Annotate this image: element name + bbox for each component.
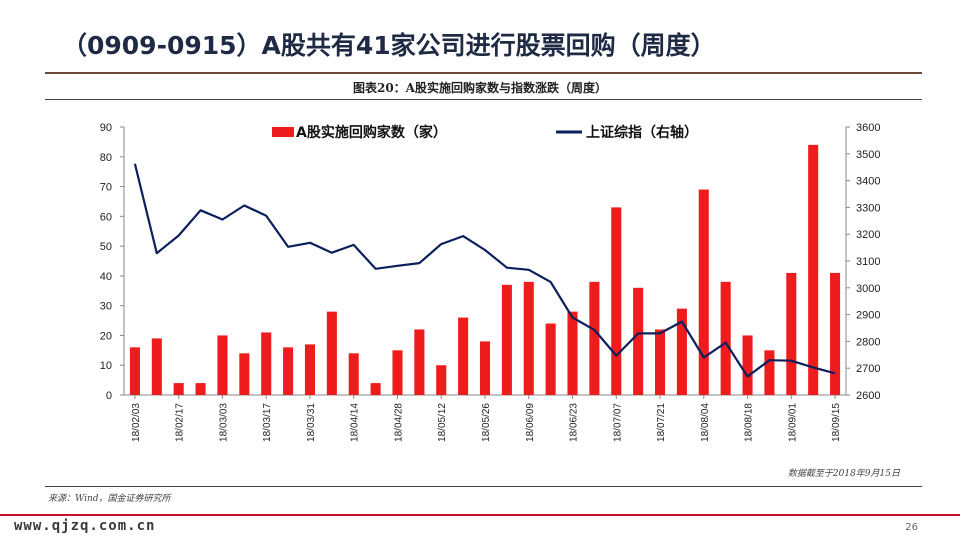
source-divider <box>45 486 922 487</box>
y-right-tick-label: 3300 <box>856 202 880 214</box>
bar <box>261 332 272 395</box>
bar <box>304 344 316 395</box>
bar <box>129 347 140 395</box>
x-tick-label: 18/04/14 <box>350 403 361 442</box>
y-left-tick-label: 70 <box>100 182 112 194</box>
x-tick-label: 18/02/03 <box>131 403 142 442</box>
index-line <box>133 163 836 378</box>
y-left-tick-label: 20 <box>100 330 112 342</box>
bar <box>348 353 359 395</box>
bar <box>436 365 447 395</box>
bar <box>611 207 622 395</box>
y-left-tick-label: 50 <box>100 241 112 253</box>
x-tick-label: 18/06/23 <box>569 403 580 442</box>
bar <box>392 350 403 395</box>
y-left-tick-label: 30 <box>100 301 112 313</box>
bar <box>786 272 797 395</box>
x-tick-label: 18/02/17 <box>175 403 186 442</box>
y-right-tick-label: 2900 <box>856 310 880 322</box>
x-tick-label: 18/09/01 <box>787 403 798 442</box>
y-right-tick-label: 3600 <box>856 122 880 134</box>
legend-bar-label: A股实施回购家数（家） <box>296 124 447 141</box>
data-cutoff-note: 数据截至于2018年9月15日 <box>787 469 900 479</box>
y-left-tick-label: 80 <box>100 152 112 164</box>
watermark: www.qjzq.com.cn <box>14 518 156 534</box>
y-right-tick-label: 3200 <box>856 229 880 241</box>
bar <box>589 281 600 395</box>
legend-line-label: 上证综指（右轴） <box>586 124 698 141</box>
y-left-tick-label: 90 <box>100 122 112 134</box>
bar <box>676 308 687 395</box>
source-note: 来源：Wind，国金证券研究所 <box>48 494 171 504</box>
x-tick-label: 18/06/09 <box>525 403 536 442</box>
bar <box>151 338 162 395</box>
bar <box>830 272 841 395</box>
bar <box>370 383 381 395</box>
bar <box>239 353 250 395</box>
legend-bar-swatch <box>272 127 294 137</box>
bar <box>742 335 753 395</box>
bar <box>808 144 819 395</box>
bar <box>523 281 534 395</box>
y-right-tick-label: 3100 <box>856 256 880 268</box>
x-tick-label: 18/03/17 <box>262 403 273 442</box>
y-right-tick-label: 3400 <box>856 176 880 188</box>
page-number: 26 <box>905 522 918 533</box>
bar <box>414 329 425 395</box>
x-tick-label: 18/07/07 <box>612 403 623 442</box>
bar <box>545 323 556 395</box>
x-tick-label: 18/08/04 <box>700 403 711 442</box>
x-tick-label: 18/03/31 <box>306 403 317 442</box>
bar <box>326 311 337 395</box>
bar <box>501 284 512 395</box>
chart-title: 图表20：A股实施回购家数与指数涨跌（周度） <box>352 81 607 95</box>
y-left-tick-label: 0 <box>106 390 112 402</box>
bar <box>458 317 469 395</box>
bar <box>654 329 666 395</box>
y-right-tick-label: 2800 <box>856 336 880 348</box>
x-tick-label: 18/04/28 <box>393 403 404 442</box>
bar <box>173 383 184 395</box>
bar <box>633 287 644 395</box>
bar <box>720 281 731 395</box>
bar <box>698 189 709 395</box>
footer-rule <box>0 514 960 516</box>
bar <box>567 311 578 395</box>
x-tick-label: 18/05/12 <box>437 403 448 442</box>
y-right-tick-label: 2700 <box>856 363 880 375</box>
y-right-tick-label: 3000 <box>856 283 880 295</box>
title-divider <box>45 72 922 74</box>
y-left-tick-label: 60 <box>100 211 112 223</box>
y-right-tick-label: 2600 <box>856 390 880 402</box>
y-left-tick-label: 10 <box>100 360 112 372</box>
chart-title-divider <box>45 99 922 100</box>
x-tick-label: 18/07/21 <box>656 403 667 442</box>
slide-title: （0909-0915）A股共有41家公司进行股票回购（周度） <box>62 31 716 60</box>
y-right-tick-label: 3500 <box>856 149 880 161</box>
bar <box>479 341 491 395</box>
y-left-tick-label: 40 <box>100 271 112 283</box>
x-tick-label: 18/08/18 <box>744 403 755 442</box>
x-tick-label: 18/05/26 <box>481 403 492 442</box>
x-tick-label: 18/03/03 <box>218 403 229 442</box>
bar <box>217 335 228 395</box>
bar <box>283 347 294 395</box>
bar <box>195 383 206 395</box>
bar <box>764 350 775 395</box>
x-tick-label: 18/09/15 <box>831 403 842 442</box>
